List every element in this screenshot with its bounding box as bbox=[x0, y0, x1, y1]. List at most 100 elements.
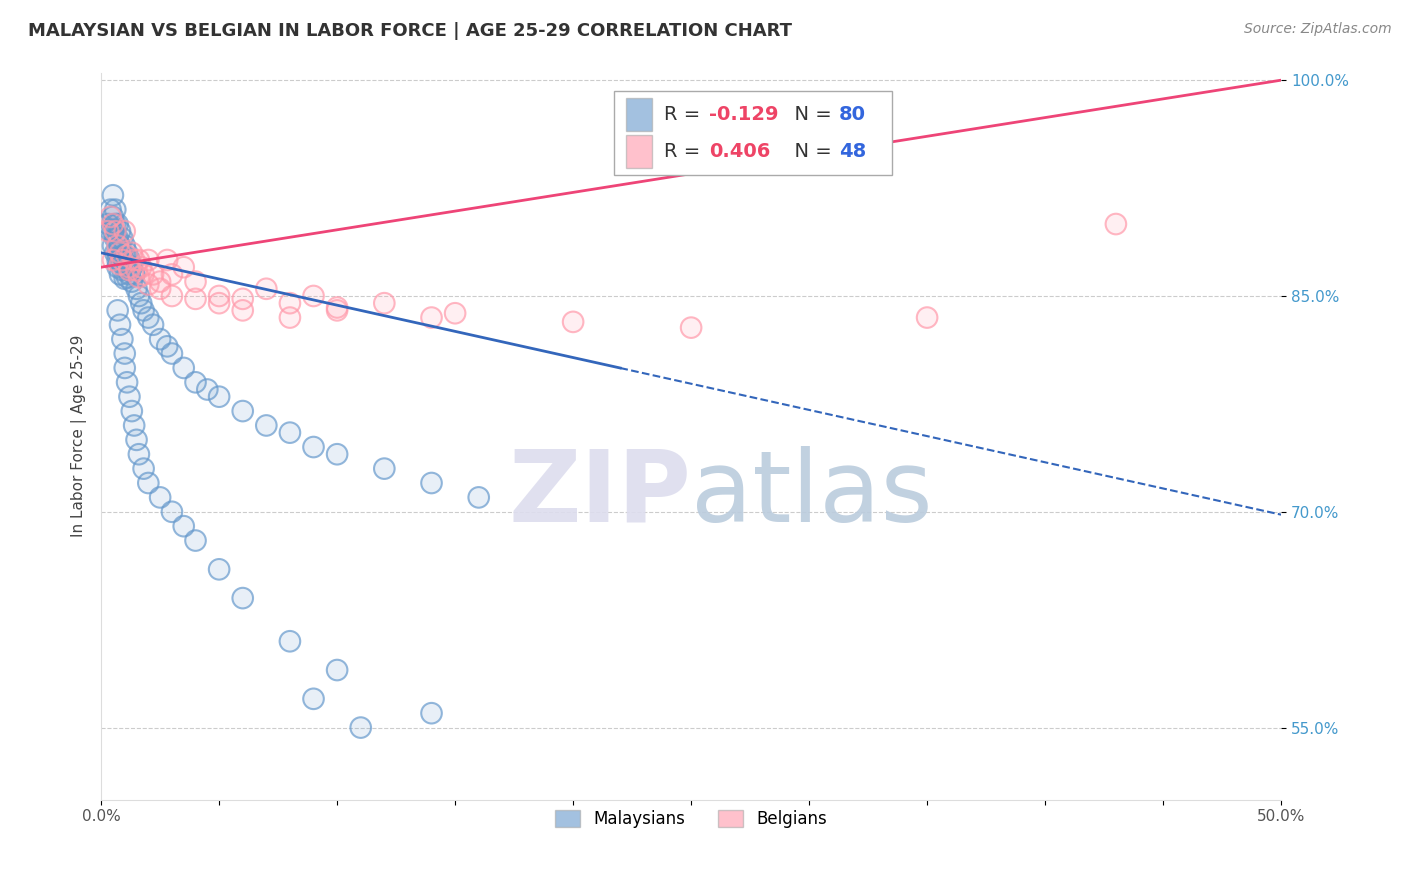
Point bbox=[104, 217, 127, 231]
Point bbox=[100, 202, 122, 217]
Point bbox=[108, 238, 131, 252]
Point bbox=[108, 268, 131, 282]
Point bbox=[104, 224, 127, 238]
Point bbox=[101, 238, 124, 252]
Point bbox=[160, 505, 183, 519]
Point bbox=[101, 252, 124, 267]
Point bbox=[173, 260, 195, 275]
Point bbox=[114, 360, 136, 375]
Point bbox=[681, 320, 703, 334]
Point bbox=[125, 282, 148, 296]
Point bbox=[350, 721, 373, 735]
Point bbox=[107, 252, 129, 267]
Point bbox=[302, 289, 325, 303]
Text: 0.406: 0.406 bbox=[709, 142, 770, 161]
Point bbox=[107, 217, 129, 231]
Point bbox=[122, 418, 145, 433]
Point bbox=[101, 217, 124, 231]
Point bbox=[278, 296, 301, 310]
Point bbox=[149, 275, 172, 289]
Point bbox=[326, 663, 349, 677]
Point bbox=[108, 252, 131, 267]
Point bbox=[373, 296, 395, 310]
Point bbox=[125, 282, 148, 296]
Point bbox=[208, 296, 231, 310]
Point bbox=[420, 310, 443, 325]
Point bbox=[122, 418, 145, 433]
Point bbox=[108, 257, 131, 271]
Point bbox=[108, 224, 131, 238]
Point bbox=[278, 310, 301, 325]
Point bbox=[100, 202, 122, 217]
Text: -0.129: -0.129 bbox=[709, 105, 779, 124]
Point bbox=[278, 425, 301, 440]
Point bbox=[208, 390, 231, 404]
Point bbox=[104, 202, 127, 217]
Point bbox=[118, 252, 141, 267]
Point bbox=[118, 260, 141, 275]
Point bbox=[136, 277, 159, 292]
Point bbox=[125, 433, 148, 447]
Point bbox=[125, 263, 148, 277]
Point bbox=[104, 245, 127, 260]
Point bbox=[114, 224, 136, 238]
Point bbox=[111, 231, 134, 245]
Point bbox=[108, 245, 131, 260]
Point bbox=[101, 238, 124, 252]
Point bbox=[114, 260, 136, 275]
Point bbox=[118, 263, 141, 277]
Point bbox=[373, 296, 395, 310]
Point bbox=[420, 475, 443, 490]
Point bbox=[101, 224, 124, 238]
Point bbox=[278, 310, 301, 325]
Point bbox=[156, 339, 179, 353]
Point bbox=[97, 217, 120, 231]
Point bbox=[232, 303, 254, 318]
Point bbox=[101, 210, 124, 224]
Point bbox=[149, 491, 172, 505]
Point bbox=[108, 257, 131, 271]
Point bbox=[115, 270, 138, 285]
Point bbox=[420, 706, 443, 721]
Point bbox=[136, 475, 159, 490]
Text: atlas: atlas bbox=[692, 446, 932, 543]
Point bbox=[562, 315, 585, 329]
Point bbox=[107, 238, 129, 252]
Point bbox=[101, 217, 124, 231]
Point bbox=[115, 376, 138, 390]
Point bbox=[156, 252, 179, 267]
Point bbox=[101, 224, 124, 238]
Point bbox=[121, 260, 143, 275]
Point bbox=[149, 275, 172, 289]
Point bbox=[97, 224, 120, 238]
Point bbox=[156, 252, 179, 267]
Text: ZIP: ZIP bbox=[508, 446, 692, 543]
Point bbox=[132, 268, 155, 282]
Point bbox=[326, 301, 349, 315]
Point bbox=[111, 332, 134, 346]
Point bbox=[108, 238, 131, 252]
Point bbox=[104, 217, 127, 231]
Point bbox=[278, 634, 301, 648]
Point bbox=[142, 268, 165, 282]
Point bbox=[132, 461, 155, 475]
Point bbox=[129, 296, 152, 310]
Point bbox=[208, 562, 231, 576]
Point bbox=[136, 310, 159, 325]
Point bbox=[184, 292, 207, 306]
Point bbox=[118, 390, 141, 404]
Point bbox=[326, 447, 349, 461]
Bar bbox=[626, 98, 652, 131]
Point bbox=[326, 301, 349, 315]
Point bbox=[562, 315, 585, 329]
Point bbox=[111, 252, 134, 267]
Point bbox=[107, 260, 129, 275]
Point bbox=[111, 231, 134, 245]
Point bbox=[184, 376, 207, 390]
Point bbox=[681, 320, 703, 334]
Point bbox=[111, 263, 134, 277]
Point bbox=[254, 418, 277, 433]
Text: R =: R = bbox=[664, 105, 706, 124]
Point bbox=[195, 383, 218, 397]
Point bbox=[104, 202, 127, 217]
